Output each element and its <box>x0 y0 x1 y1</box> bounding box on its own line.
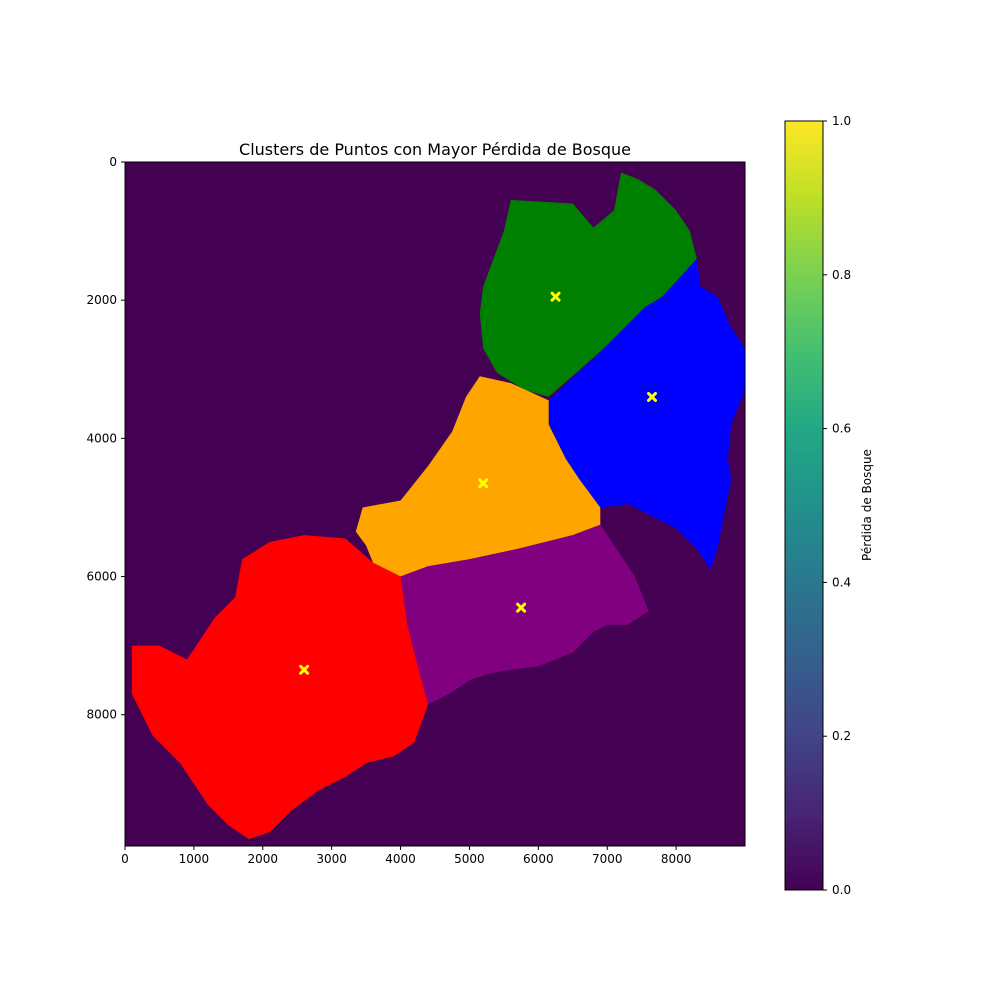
centroid-marker-3 <box>478 478 489 489</box>
cluster-region-2 <box>548 258 745 570</box>
x-tick-label: 7000 <box>592 852 623 866</box>
x-tick-label: 8000 <box>661 852 692 866</box>
centroid-marker-5 <box>299 664 310 675</box>
cluster-region-3 <box>355 376 601 577</box>
x-tick-label: 5000 <box>454 852 485 866</box>
x-tick-label: 6000 <box>523 852 554 866</box>
colorbar-tick-label: 1.0 <box>832 114 851 128</box>
x-axis: 0 1000 2000 3000 4000 5000 6000 7000 8000 <box>121 846 691 866</box>
cluster-region-4 <box>400 524 649 705</box>
y-tick-label: 8000 <box>86 708 117 722</box>
chart-title: Clusters de Puntos con Mayor Pérdida de … <box>239 140 631 159</box>
colorbar-tick-label: 0.0 <box>832 883 851 897</box>
colorbar-ticks: 0.0 0.2 0.4 0.6 0.8 1.0 <box>823 114 851 897</box>
x-tick-label: 0 <box>121 852 129 866</box>
centroid-layer <box>299 291 657 675</box>
cluster-region-1 <box>479 172 697 397</box>
y-tick-label: 2000 <box>86 293 117 307</box>
centroid-marker-2 <box>647 391 657 402</box>
y-tick-label: 0 <box>109 155 117 169</box>
cluster-region-5 <box>131 535 429 840</box>
y-tick-label: 4000 <box>86 431 117 445</box>
colorbar-tick-label: 0.2 <box>832 729 851 743</box>
centroid-marker-4 <box>516 602 527 613</box>
x-tick-label: 4000 <box>385 852 416 866</box>
y-axis: 0 2000 4000 6000 8000 <box>86 155 125 722</box>
x-tick-label: 1000 <box>179 852 210 866</box>
x-tick-label: 2000 <box>248 852 279 866</box>
y-tick-label: 6000 <box>86 570 117 584</box>
plot-area <box>124 161 746 847</box>
colorbar-tick-label: 0.6 <box>832 422 851 436</box>
colorbar-gradient <box>784 120 824 891</box>
x-tick-label: 3000 <box>316 852 347 866</box>
cluster-layer <box>131 172 745 840</box>
centroid-marker-1 <box>550 291 561 302</box>
colorbar: 0.0 0.2 0.4 0.6 0.8 1.0 Pérdida de Bosque <box>784 114 874 897</box>
colorbar-label: Pérdida de Bosque <box>860 449 874 561</box>
colorbar-tick-label: 0.4 <box>832 575 851 589</box>
plot-frame <box>124 161 746 847</box>
colorbar-tick-label: 0.8 <box>832 268 851 282</box>
